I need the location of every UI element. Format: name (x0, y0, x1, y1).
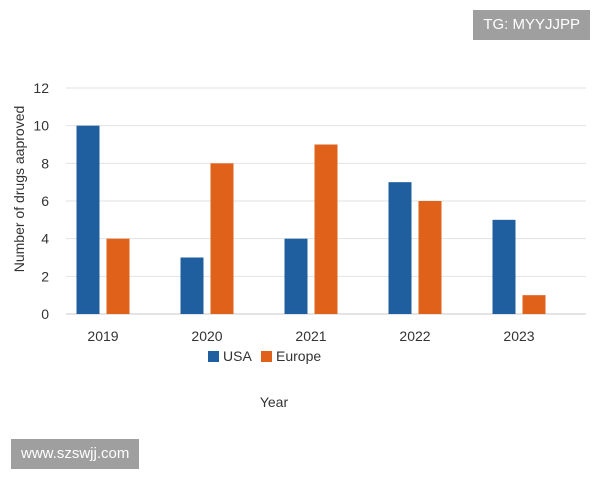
legend-swatch-usa (208, 351, 219, 362)
y-axis-title: Number of drugs aaproved (11, 106, 27, 273)
y-tick-label: 4 (41, 231, 49, 247)
watermark-top: TG: MYYJJPP (473, 10, 590, 40)
legend-label-europe: Europe (276, 348, 321, 364)
bar-europe-2023 (522, 295, 546, 314)
x-axis-title: Year (260, 394, 289, 410)
y-tick-label: 8 (41, 155, 49, 171)
bar-usa-2019 (76, 125, 100, 315)
y-tick-label: 2 (41, 268, 49, 284)
legend: USA Europe (208, 348, 321, 364)
legend-swatch-europe (261, 351, 272, 362)
y-tick-label: 12 (33, 80, 49, 96)
bar-europe-2019 (106, 238, 130, 314)
bar-usa-2022 (388, 182, 412, 314)
y-tick-label: 10 (33, 118, 49, 134)
y-tick-label: 0 (41, 306, 49, 322)
x-tick-label: 2019 (87, 328, 118, 344)
x-tick-label: 2023 (503, 328, 534, 344)
y-axis-ticks: 0 2 4 6 8 10 12 (33, 80, 49, 322)
bar-usa-2023 (492, 219, 516, 314)
watermark-bottom: www.szswjj.com (11, 439, 140, 469)
y-tick-label: 6 (41, 193, 49, 209)
bars (76, 125, 546, 315)
x-tick-label: 2022 (399, 328, 430, 344)
bar-europe-2022 (418, 201, 442, 314)
bar-europe-2020 (210, 163, 234, 314)
x-tick-label: 2020 (191, 328, 222, 344)
bar-usa-2020 (180, 257, 204, 314)
legend-label-usa: USA (223, 348, 252, 364)
bar-europe-2021 (314, 144, 338, 314)
x-tick-label: 2021 (295, 328, 326, 344)
bar-usa-2021 (284, 238, 308, 314)
x-axis-ticks: 2019 2020 2021 2022 2023 (87, 328, 534, 344)
